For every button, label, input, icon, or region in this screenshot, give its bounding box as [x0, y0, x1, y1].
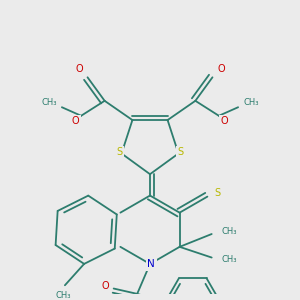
Text: N: N	[147, 259, 155, 269]
Text: O: O	[72, 116, 80, 126]
Text: O: O	[75, 64, 83, 74]
Text: O: O	[217, 64, 225, 74]
Text: CH₃: CH₃	[41, 98, 57, 107]
Text: S: S	[214, 188, 220, 198]
Text: CH₃: CH₃	[221, 255, 236, 264]
Text: S: S	[178, 147, 184, 158]
Text: S: S	[116, 147, 122, 158]
Text: CH₃: CH₃	[55, 291, 70, 300]
Text: O: O	[101, 281, 109, 291]
Text: O: O	[220, 116, 228, 126]
Text: CH₃: CH₃	[221, 227, 236, 236]
Text: CH₃: CH₃	[243, 98, 259, 107]
